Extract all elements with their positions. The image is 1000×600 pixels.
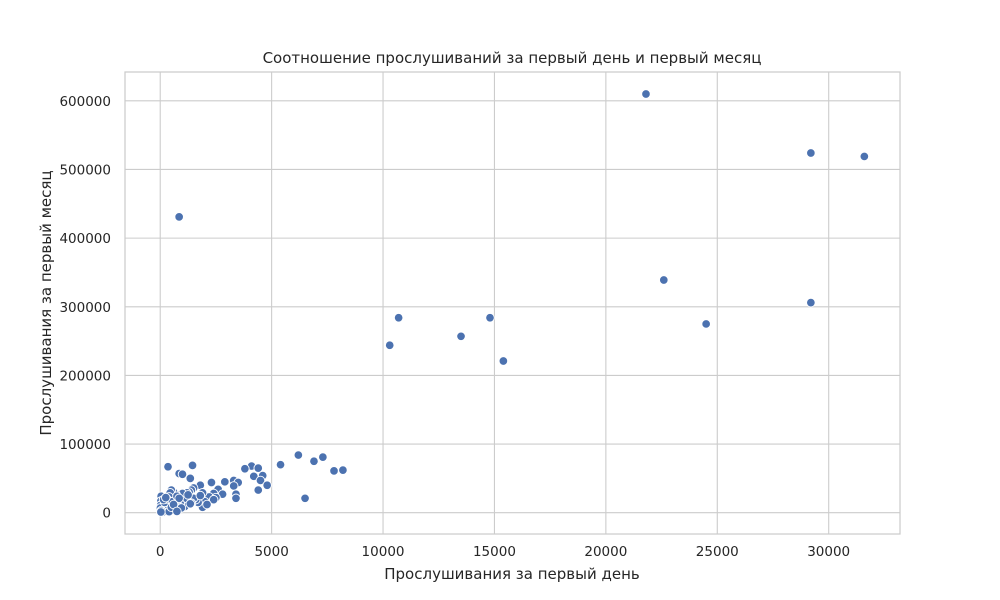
data-point — [701, 319, 711, 329]
data-point — [806, 297, 816, 308]
x-tick-label: 25000 — [696, 544, 739, 560]
x-tick-labels: 0 5000 10000 15000 20000 25000 30000 — [156, 544, 850, 560]
x-tick-label: 30000 — [807, 544, 850, 560]
data-point — [187, 460, 198, 471]
data-point — [806, 148, 816, 158]
data-point — [456, 331, 466, 342]
data-point — [228, 481, 239, 491]
x-tick-label: 10000 — [362, 544, 405, 560]
data-point — [275, 459, 286, 470]
data-point — [309, 456, 319, 466]
data-point — [498, 356, 509, 366]
chart-title: Соотношение прослушиваний за первый день… — [263, 49, 762, 67]
data-point — [293, 450, 304, 460]
y-tick-label: 0 — [102, 506, 111, 522]
x-gridlines — [159, 72, 830, 534]
data-point — [156, 507, 166, 517]
data-point — [174, 212, 184, 222]
data-point — [206, 477, 217, 488]
y-gridlines — [125, 100, 900, 514]
data-point — [485, 313, 495, 323]
data-point — [659, 275, 669, 285]
x-tick-label: 0 — [156, 544, 165, 560]
x-axis-label: Прослушивания за первый день — [384, 565, 639, 583]
y-axis-label: Прослушивания за первый месяц — [37, 170, 55, 435]
data-point — [300, 493, 310, 504]
data-point — [161, 492, 171, 503]
data-point — [172, 506, 182, 517]
data-point — [195, 490, 206, 501]
data-points — [155, 89, 870, 517]
x-tick-label: 20000 — [584, 544, 627, 560]
data-point — [329, 466, 339, 476]
y-tick-label: 400000 — [59, 231, 111, 247]
y-tick-label: 200000 — [59, 368, 111, 384]
y-tick-label: 500000 — [59, 162, 111, 178]
data-point — [163, 461, 173, 472]
data-point — [255, 475, 266, 486]
y-tick-label: 300000 — [59, 300, 111, 316]
data-point — [220, 477, 230, 487]
data-point — [174, 493, 184, 504]
data-point — [185, 473, 196, 484]
data-point — [177, 469, 188, 480]
data-point — [859, 151, 870, 162]
plot-frame — [124, 71, 901, 535]
data-point — [262, 480, 272, 491]
data-point — [183, 490, 193, 500]
data-point — [208, 494, 219, 505]
y-tick-label: 100000 — [59, 437, 111, 453]
data-point — [185, 499, 196, 509]
data-point — [384, 340, 395, 350]
data-point — [253, 463, 264, 473]
x-tick-label: 15000 — [473, 544, 516, 560]
plot-area-background — [125, 72, 900, 534]
data-point — [338, 465, 348, 475]
data-point — [318, 452, 328, 462]
data-point — [240, 464, 250, 474]
x-tick-label: 5000 — [254, 544, 288, 560]
data-point — [202, 499, 212, 510]
data-point — [641, 89, 651, 99]
y-tick-labels: 0 100000 200000 300000 400000 500000 600000 — [59, 94, 111, 522]
data-point — [393, 313, 404, 323]
data-point — [253, 485, 264, 495]
y-tick-label: 600000 — [59, 94, 111, 110]
data-point — [231, 493, 241, 504]
